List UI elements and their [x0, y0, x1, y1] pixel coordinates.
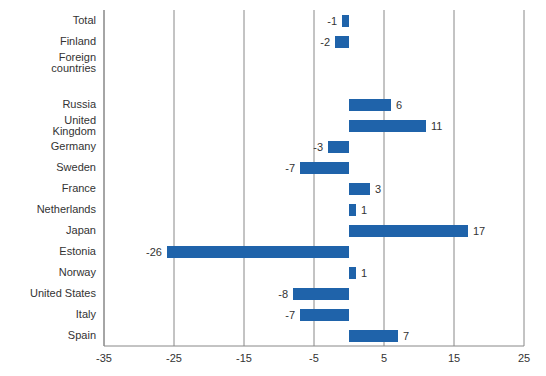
- svg-text:Sweden: Sweden: [56, 161, 96, 173]
- svg-text:-5: -5: [309, 352, 319, 364]
- svg-text:Norway: Norway: [59, 266, 97, 278]
- svg-text:-15: -15: [236, 352, 252, 364]
- svg-text:UnitedKingdom: UnitedKingdom: [53, 114, 96, 137]
- svg-text:6: 6: [396, 99, 402, 111]
- svg-text:25: 25: [518, 352, 530, 364]
- svg-text:Italy: Italy: [76, 308, 97, 320]
- svg-text:-7: -7: [285, 309, 295, 321]
- svg-text:-35: -35: [96, 352, 112, 364]
- svg-text:Russia: Russia: [62, 98, 97, 110]
- svg-text:15: 15: [448, 352, 460, 364]
- svg-text:3: 3: [375, 183, 381, 195]
- svg-text:-25: -25: [166, 352, 182, 364]
- svg-text:Netherlands: Netherlands: [37, 203, 97, 215]
- svg-text:17: 17: [473, 225, 485, 237]
- svg-text:Finland: Finland: [60, 35, 96, 47]
- svg-text:Japan: Japan: [66, 224, 96, 236]
- svg-text:-2: -2: [320, 36, 330, 48]
- svg-text:1: 1: [361, 204, 367, 216]
- svg-text:Foreigncountries: Foreigncountries: [51, 51, 96, 74]
- svg-text:7: 7: [403, 330, 409, 342]
- svg-text:11: 11: [431, 120, 442, 132]
- svg-text:-1: -1: [327, 15, 337, 27]
- svg-text:Spain: Spain: [68, 329, 96, 341]
- svg-text:Germany: Germany: [51, 140, 97, 152]
- svg-text:Total: Total: [73, 14, 96, 26]
- svg-text:1: 1: [361, 267, 367, 279]
- svg-text:-3: -3: [313, 141, 323, 153]
- svg-text:5: 5: [381, 352, 387, 364]
- svg-text:United States: United States: [30, 287, 97, 299]
- svg-text:-8: -8: [278, 288, 288, 300]
- svg-text:France: France: [62, 182, 96, 194]
- svg-text:-26: -26: [146, 246, 162, 258]
- svg-text:-7: -7: [285, 162, 295, 174]
- svg-text:Estonia: Estonia: [59, 245, 97, 257]
